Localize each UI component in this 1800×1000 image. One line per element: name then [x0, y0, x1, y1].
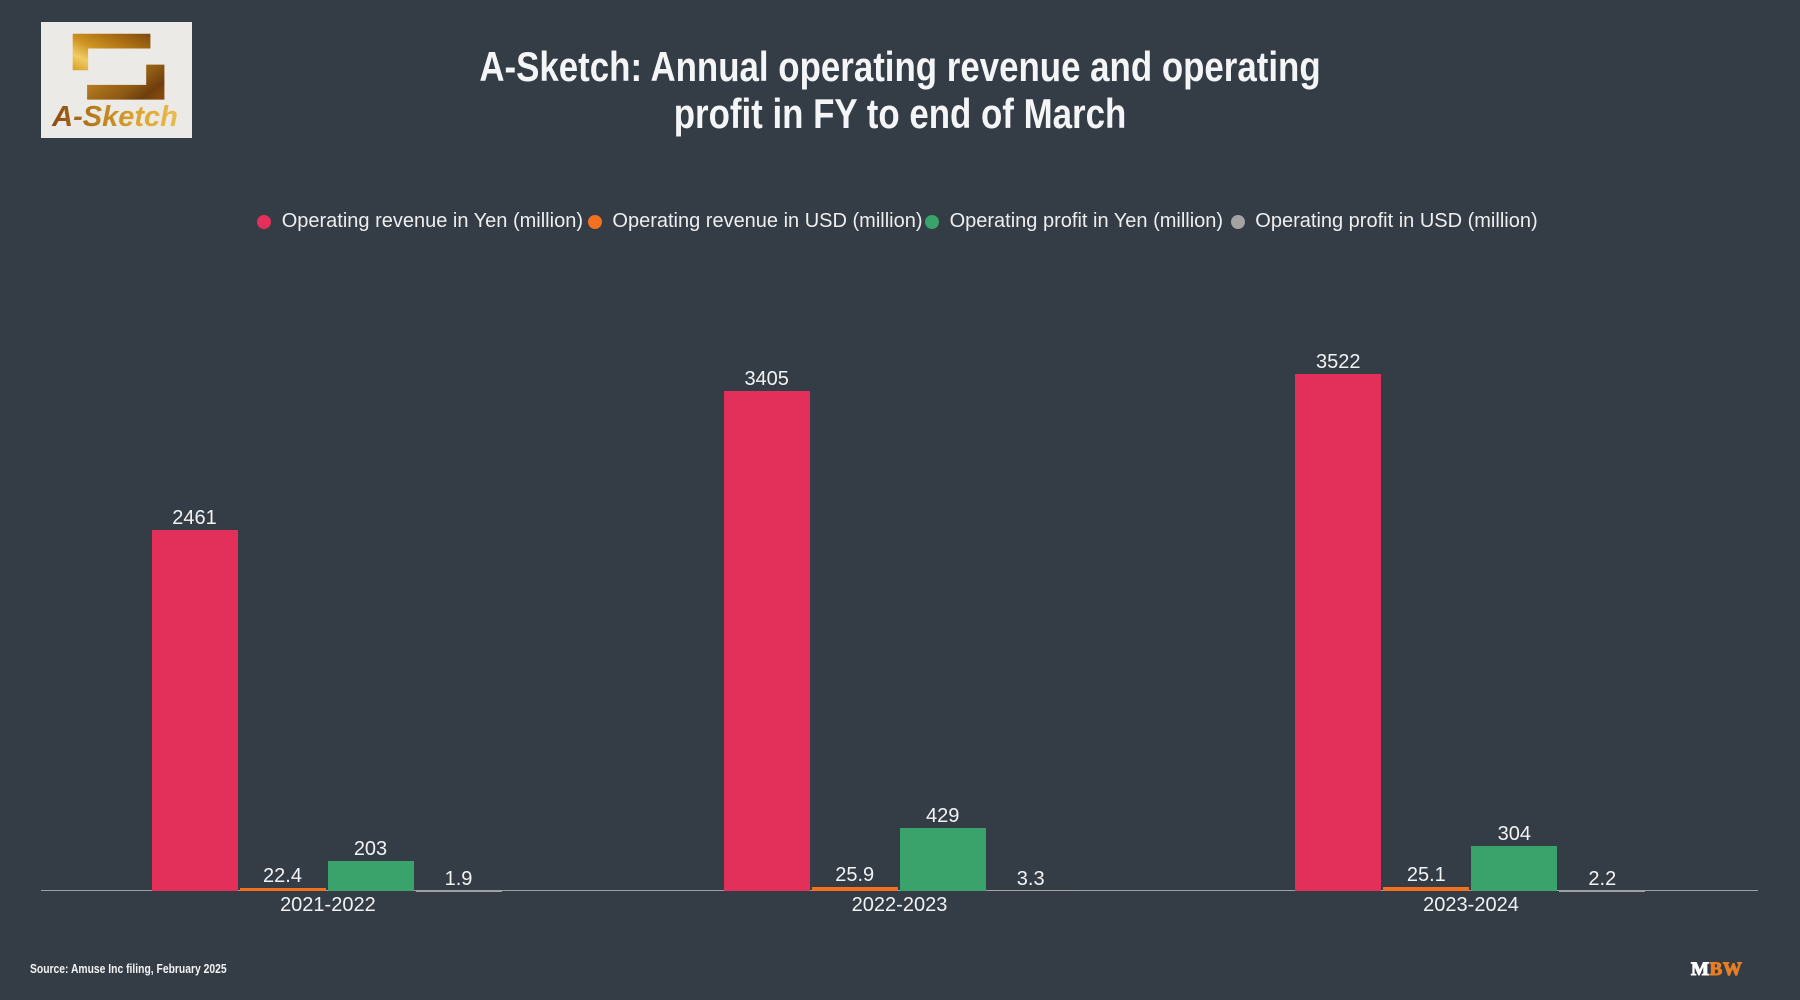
- svg-text:A-Sketch: A-Sketch: [51, 101, 178, 133]
